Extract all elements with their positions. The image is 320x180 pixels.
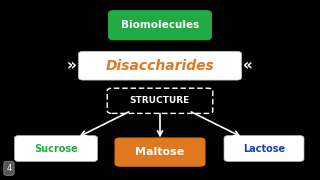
Text: Disaccharides: Disaccharides [106,59,214,73]
Text: 4: 4 [6,164,12,173]
FancyBboxPatch shape [14,135,98,162]
Text: «: « [243,58,253,73]
Text: Maltose: Maltose [135,147,185,157]
Text: »: » [67,58,77,73]
Text: STRUCTURE: STRUCTURE [130,96,190,105]
FancyBboxPatch shape [109,11,211,40]
Text: Biomolecules: Biomolecules [121,20,199,30]
FancyBboxPatch shape [115,138,205,166]
Text: Lactose: Lactose [243,143,285,154]
Text: Sucrose: Sucrose [34,143,78,154]
FancyBboxPatch shape [107,88,213,113]
FancyBboxPatch shape [78,51,242,80]
FancyBboxPatch shape [224,135,304,162]
